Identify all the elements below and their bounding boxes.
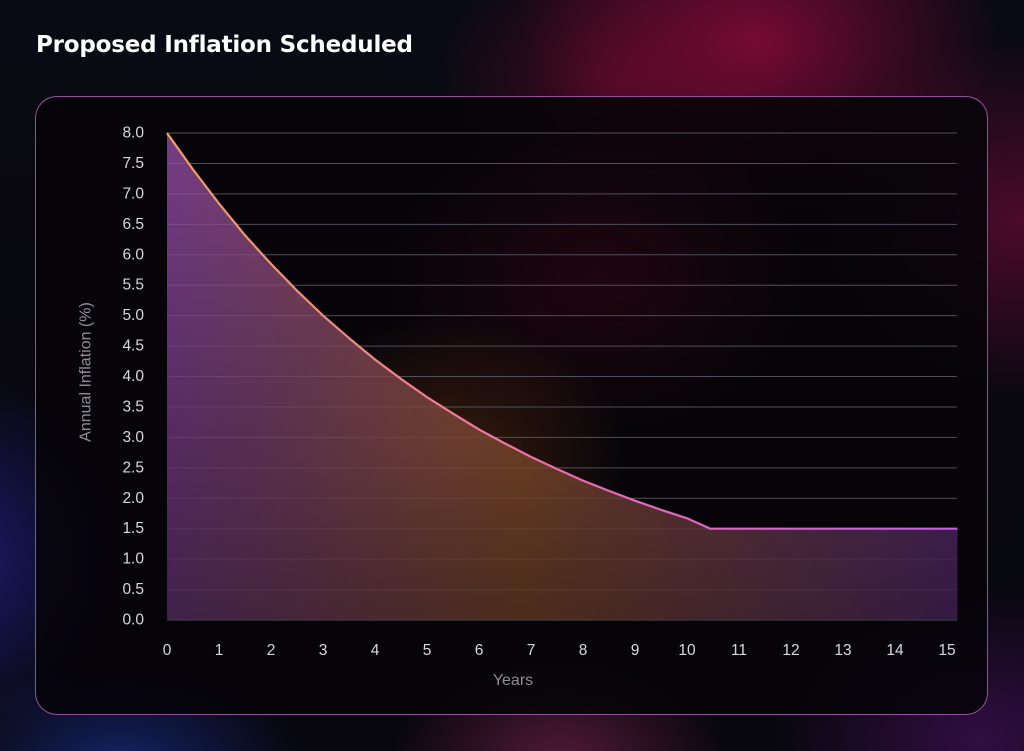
y-tick-label: 1.5 xyxy=(122,520,144,537)
y-tick-label: 2.0 xyxy=(122,490,144,507)
series-line xyxy=(166,132,958,530)
area-layer xyxy=(166,132,958,620)
y-tick-label: 4.0 xyxy=(122,368,144,385)
y-tick-label: 2.5 xyxy=(122,459,144,476)
y-tick-labels: 0.0 0.5 1.0 1.5 2.0 2.5 3.0 3.5 4.0 4.5 5.0 5.5 6.0 6… xyxy=(122,125,144,629)
y-tick-label: 8.0 xyxy=(122,125,144,142)
chart-panel: 0.0 0.5 1.0 1.5 2.0 2.5 3.0 3.5 4.0 4.5 5.0 5.5 6.0 6… xyxy=(35,96,988,715)
x-tick-labels: 0 1 2 3 4 5 6 7 8 9 10 11 12 13 14 15 xyxy=(163,642,956,659)
x-tick-label: 15 xyxy=(938,642,955,659)
y-tick-label: 7.0 xyxy=(122,185,144,202)
y-tick-label: 5.0 xyxy=(122,307,144,324)
inflation-area-chart: 0.0 0.5 1.0 1.5 2.0 2.5 3.0 3.5 4.0 4.5 5.0 5.5 6.0 6… xyxy=(78,125,958,689)
x-tick-label: 5 xyxy=(423,642,432,659)
y-tick-label: 6.0 xyxy=(122,246,144,263)
x-tick-label: 7 xyxy=(527,642,536,659)
y-tick-label: 7.5 xyxy=(122,155,144,172)
x-tick-label: 11 xyxy=(731,642,747,659)
y-tick-label: 0.0 xyxy=(122,612,144,629)
x-tick-label: 4 xyxy=(371,642,380,659)
y-tick-label: 0.5 xyxy=(122,581,144,598)
y-tick-label: 6.5 xyxy=(122,216,144,233)
y-tick-label: 3.0 xyxy=(122,429,144,446)
x-tick-label: 3 xyxy=(319,642,328,659)
x-tick-label: 6 xyxy=(475,642,484,659)
x-tick-label: 9 xyxy=(631,642,640,659)
page-title: Proposed Inflation Scheduled xyxy=(36,32,413,58)
y-tick-label: 3.5 xyxy=(122,398,144,415)
y-tick-label: 5.5 xyxy=(122,277,144,294)
x-tick-label: 0 xyxy=(163,642,172,659)
x-tick-label: 8 xyxy=(579,642,588,659)
area-shade xyxy=(167,133,958,620)
x-tick-label: 13 xyxy=(834,642,851,659)
x-tick-label: 14 xyxy=(886,642,904,659)
x-tick-label: 2 xyxy=(267,642,276,659)
y-tick-label: 4.5 xyxy=(122,338,144,355)
y-axis-label: Annual Inflation (%) xyxy=(78,302,95,442)
x-tick-label: 10 xyxy=(678,642,696,659)
x-tick-label: 12 xyxy=(782,642,799,659)
x-axis-label: Years xyxy=(493,672,533,689)
x-tick-label: 1 xyxy=(215,642,224,659)
y-tick-label: 1.0 xyxy=(122,551,144,568)
